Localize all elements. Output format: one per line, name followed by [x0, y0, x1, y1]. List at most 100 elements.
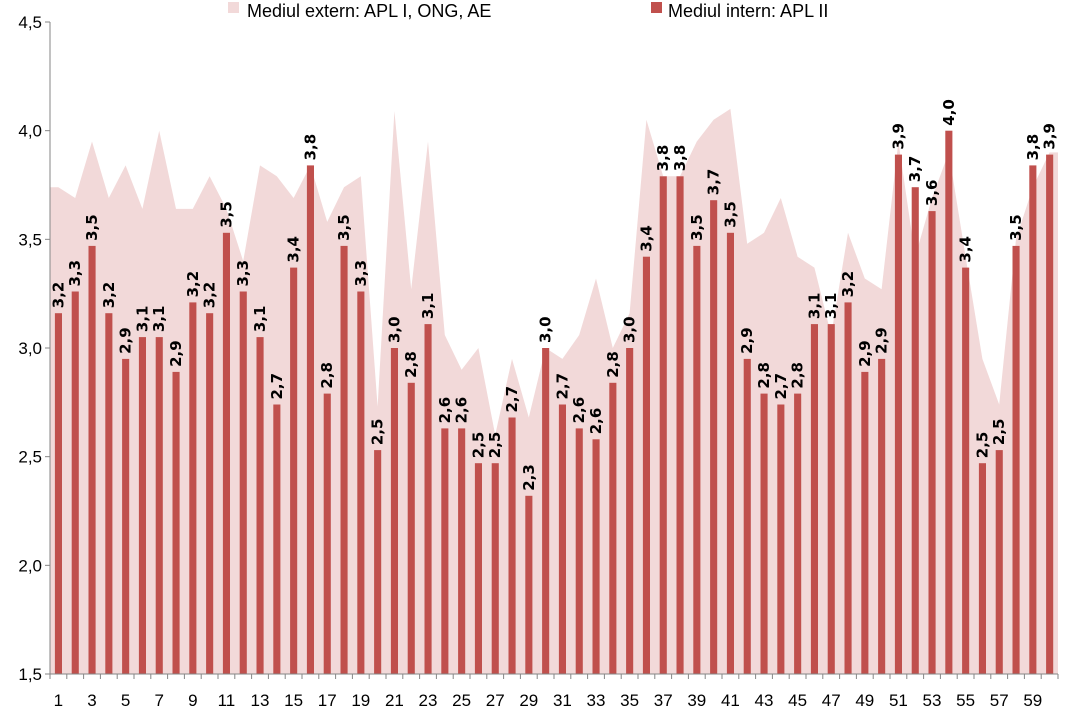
bar-value-label-10: 3,2: [201, 282, 219, 309]
bar-40: [710, 200, 718, 674]
bar-25: [458, 428, 466, 674]
bar-value-label-18: 3,5: [335, 214, 353, 241]
bar-value-label-13: 3,1: [251, 306, 269, 333]
bar-value-label-20: 2,5: [369, 419, 387, 446]
bar-value-label-25: 2,6: [453, 397, 471, 424]
bar-value-label-32: 2,6: [570, 397, 588, 424]
bar-value-label-7: 3,1: [150, 306, 168, 333]
bar-value-label-38: 3,8: [671, 145, 689, 172]
bar-value-label-14: 2,7: [268, 373, 286, 400]
bar-29: [525, 495, 533, 674]
bars-series-internal: [54, 130, 1054, 675]
bar-14: [273, 404, 281, 674]
bar-19: [357, 291, 365, 674]
bar-18: [340, 245, 348, 674]
bar-37: [659, 176, 667, 675]
legend-swatch-external: [228, 2, 239, 13]
bar-36: [642, 256, 650, 674]
x-tick-label: 53: [923, 691, 942, 710]
x-tick-label: 31: [553, 691, 572, 710]
bar-value-label-15: 3,4: [285, 236, 303, 263]
bar-value-label-28: 2,7: [503, 386, 521, 413]
x-tick-label: 43: [755, 691, 774, 710]
x-tick-label: 45: [788, 691, 807, 710]
bar-59: [1029, 165, 1037, 674]
bar-20: [374, 450, 382, 674]
bar-value-label-36: 3,4: [637, 225, 655, 252]
bar-value-label-40: 3,7: [705, 169, 723, 196]
x-tick-label: 39: [687, 691, 706, 710]
x-tick-label: 17: [318, 691, 337, 710]
x-tick-label: 55: [956, 691, 975, 710]
bar-value-label-26: 2,5: [469, 432, 487, 459]
bar-value-label-24: 2,6: [436, 397, 454, 424]
bar-value-label-46: 3,1: [805, 293, 823, 320]
y-tick-label: 4,5: [18, 13, 42, 32]
bar-15: [290, 267, 298, 674]
bar-46: [810, 324, 818, 674]
x-tick-label: 5: [121, 691, 130, 710]
legend-swatch-internal: [651, 2, 662, 13]
bar-33: [592, 439, 600, 674]
bar-value-label-37: 3,8: [654, 145, 672, 172]
bar-value-label-47: 3,1: [822, 293, 840, 320]
bar-value-label-23: 3,1: [419, 293, 437, 320]
bar-value-label-31: 2,7: [553, 373, 571, 400]
x-tick-label: 11: [218, 691, 236, 710]
bar-value-label-55: 3,4: [957, 236, 975, 263]
bar-52: [911, 187, 919, 674]
bar-45: [794, 393, 802, 674]
bar-23: [424, 324, 432, 674]
bar-44: [777, 404, 785, 674]
bar-value-label-11: 3,5: [217, 201, 235, 228]
x-tick-label: 47: [822, 691, 841, 710]
bar-55: [962, 267, 970, 674]
y-tick-label: 1,5: [18, 665, 42, 684]
bar-value-label-4: 3,2: [100, 282, 118, 309]
bar-43: [760, 393, 768, 674]
bar-47: [827, 324, 835, 674]
bar-32: [575, 428, 583, 674]
x-tick-label: 27: [486, 691, 505, 710]
x-tick-label: 35: [620, 691, 639, 710]
bar-value-label-54: 4,0: [940, 99, 958, 126]
bar-1: [54, 313, 62, 674]
bar-16: [306, 165, 314, 674]
bar-value-label-53: 3,6: [923, 180, 941, 207]
bar-value-label-45: 2,8: [789, 362, 807, 389]
bar-58: [1012, 245, 1020, 674]
bar-57: [995, 450, 1003, 674]
x-tick-label: 59: [1023, 691, 1042, 710]
bar-31: [558, 404, 566, 674]
bar-value-label-17: 2,8: [318, 362, 336, 389]
x-tick-label: 37: [654, 691, 673, 710]
area-series-external: [50, 108, 1058, 674]
bar-56: [978, 463, 986, 674]
bar-3: [88, 245, 96, 674]
bar-value-label-19: 3,3: [352, 260, 370, 287]
x-tick-label: 25: [452, 691, 471, 710]
x-tick-label: 13: [251, 691, 270, 710]
bar-value-label-52: 3,7: [906, 156, 924, 183]
y-tick-label: 2,5: [18, 448, 42, 467]
x-tick-label: 7: [154, 691, 163, 710]
bar-53: [928, 211, 936, 674]
x-tick-label: 41: [721, 691, 740, 710]
x-tick-label: 19: [351, 691, 370, 710]
bar-28: [508, 417, 516, 674]
bar-value-label-16: 3,8: [301, 134, 319, 161]
bar-value-label-48: 3,2: [839, 271, 857, 298]
legend-label-external: Mediul extern: APL I, ONG, AE: [247, 1, 491, 21]
bar-42: [743, 358, 751, 674]
bar-value-label-60: 3,9: [1041, 123, 1059, 150]
bar-value-label-33: 2,6: [587, 408, 605, 435]
bar-value-label-49: 2,9: [856, 340, 874, 367]
bar-value-label-57: 2,5: [990, 419, 1008, 446]
bar-value-label-9: 3,2: [184, 271, 202, 298]
legend-label-internal: Mediul intern: APL II: [668, 1, 828, 21]
bar-39: [693, 245, 701, 674]
bar-22: [407, 382, 415, 674]
bar-value-label-59: 3,8: [1024, 134, 1042, 161]
bar-6: [138, 337, 146, 674]
bar-17: [323, 393, 331, 674]
